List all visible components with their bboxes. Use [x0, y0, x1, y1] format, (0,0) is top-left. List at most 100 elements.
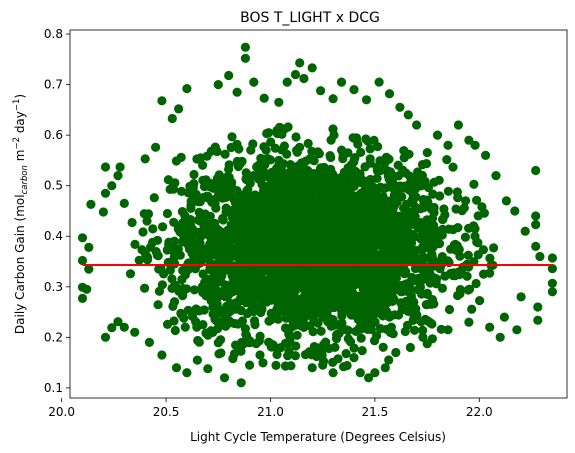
- data-point: [169, 217, 179, 227]
- data-point: [282, 77, 292, 87]
- data-point: [477, 202, 487, 212]
- data-point: [330, 342, 340, 352]
- data-point: [258, 358, 268, 368]
- data-point: [224, 70, 234, 81]
- data-point: [231, 340, 241, 350]
- data-point: [365, 154, 375, 164]
- data-point: [291, 132, 301, 142]
- data-point: [334, 328, 344, 338]
- data-point: [312, 299, 322, 309]
- data-point: [254, 261, 265, 271]
- data-point: [141, 249, 151, 259]
- data-point: [410, 184, 420, 194]
- data-point: [440, 210, 450, 220]
- data-point: [236, 305, 246, 316]
- y-tick-label: 0.4: [44, 229, 63, 243]
- data-point: [107, 181, 117, 191]
- data-point: [443, 140, 453, 150]
- data-point: [448, 268, 458, 278]
- data-point: [406, 238, 417, 248]
- data-point: [245, 360, 255, 370]
- data-point: [357, 266, 367, 276]
- data-point: [325, 151, 335, 161]
- data-point: [361, 134, 371, 144]
- data-point: [266, 315, 276, 325]
- data-point: [251, 293, 261, 303]
- data-point: [362, 301, 372, 311]
- data-point: [205, 264, 215, 275]
- data-point: [547, 287, 558, 297]
- data-point: [345, 337, 356, 347]
- data-point: [316, 326, 326, 336]
- data-point: [442, 155, 452, 165]
- data-point: [218, 213, 228, 224]
- data-point: [378, 342, 388, 352]
- data-point: [423, 316, 433, 326]
- data-point: [399, 146, 409, 156]
- data-point: [547, 253, 558, 263]
- y-axis-label-subscript: carbon: [20, 165, 30, 194]
- data-point: [277, 210, 287, 220]
- data-point: [191, 304, 201, 314]
- data-point: [421, 159, 432, 169]
- data-point: [213, 338, 223, 348]
- data-point: [107, 323, 117, 333]
- data-point: [470, 140, 480, 150]
- data-point: [434, 230, 444, 240]
- data-point: [380, 183, 390, 193]
- data-point: [336, 77, 347, 87]
- data-point: [289, 241, 299, 251]
- data-point: [218, 193, 228, 203]
- data-point: [167, 113, 177, 124]
- data-point: [475, 296, 485, 306]
- data-point: [384, 355, 394, 365]
- data-point: [403, 110, 413, 120]
- data-point: [180, 322, 190, 332]
- data-point: [227, 271, 237, 281]
- data-point: [407, 175, 417, 185]
- data-point: [393, 160, 403, 170]
- data-point: [203, 249, 213, 259]
- data-point: [426, 204, 437, 214]
- data-point: [134, 255, 144, 265]
- data-point: [423, 182, 433, 193]
- data-point: [274, 97, 284, 107]
- data-point: [237, 156, 247, 166]
- y-tick-label: 0.6: [44, 128, 63, 142]
- data-point: [262, 182, 272, 192]
- data-point: [332, 245, 342, 255]
- data-point: [157, 350, 167, 360]
- data-point: [355, 308, 365, 318]
- data-point: [363, 324, 373, 334]
- data-point: [171, 363, 182, 373]
- data-point: [274, 252, 284, 262]
- data-point: [140, 154, 150, 164]
- data-point: [119, 198, 129, 208]
- data-point: [271, 360, 281, 370]
- data-point: [334, 278, 344, 288]
- data-point: [365, 144, 375, 154]
- data-point: [273, 314, 283, 324]
- data-point: [326, 164, 336, 174]
- data-point: [410, 325, 420, 335]
- data-point: [376, 301, 386, 312]
- data-point: [273, 276, 284, 287]
- data-point: [357, 346, 367, 356]
- data-point: [251, 234, 261, 244]
- data-point: [183, 305, 193, 315]
- data-point: [238, 339, 248, 350]
- data-point: [201, 291, 211, 301]
- data-point: [180, 212, 190, 222]
- x-tick-label: 21.5: [362, 405, 389, 419]
- data-point: [427, 334, 437, 344]
- data-point: [348, 218, 358, 228]
- data-point: [303, 215, 313, 225]
- data-point: [115, 162, 125, 172]
- data-point: [319, 213, 329, 223]
- y-tick-label: 0.8: [44, 27, 63, 41]
- data-point: [387, 237, 397, 247]
- data-point: [77, 233, 88, 243]
- data-point: [356, 333, 366, 343]
- data-point: [251, 339, 261, 349]
- data-point: [257, 226, 267, 236]
